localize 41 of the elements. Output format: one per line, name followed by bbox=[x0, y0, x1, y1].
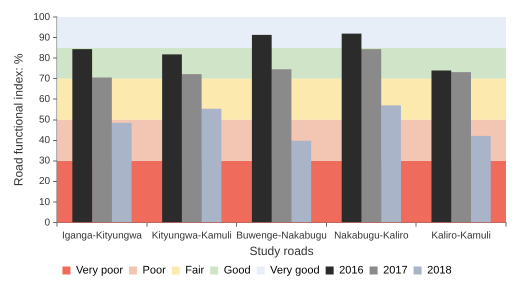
bar bbox=[431, 70, 452, 222]
legend-label: 2018 bbox=[427, 264, 452, 277]
bar bbox=[202, 108, 222, 222]
legend-label: 2016 bbox=[339, 264, 364, 277]
bar bbox=[92, 77, 112, 222]
legend-label: Fair bbox=[185, 264, 205, 277]
bar bbox=[361, 49, 382, 222]
x-tick-label: Nakabugu-Kaliro bbox=[334, 230, 409, 242]
y-tick-label: 100 bbox=[33, 12, 51, 23]
legend-label: Good bbox=[224, 264, 251, 277]
legend-label: 2017 bbox=[383, 264, 408, 277]
y-tick-label: 50 bbox=[38, 114, 51, 126]
bar bbox=[252, 34, 272, 222]
y-tick-label: 60 bbox=[38, 94, 51, 105]
bar bbox=[272, 69, 292, 222]
y-tick-label: 10 bbox=[38, 196, 51, 208]
y-tick-label: 90 bbox=[38, 32, 51, 44]
bar bbox=[182, 74, 202, 222]
bar bbox=[72, 49, 92, 222]
x-tick-label: Kaliro-Kamuli bbox=[431, 230, 491, 242]
x-tick-label: Kityungwa-Kamuli bbox=[152, 230, 232, 242]
y-tick-label: 20 bbox=[38, 176, 51, 188]
legend-label: Very good bbox=[270, 264, 320, 277]
bar bbox=[342, 34, 362, 222]
bar bbox=[291, 140, 312, 222]
bar bbox=[381, 105, 401, 222]
y-tick-label: 30 bbox=[38, 156, 51, 167]
legend-label: Poor bbox=[142, 264, 166, 277]
y-axis-title: Road functional index: % bbox=[12, 53, 26, 186]
bar bbox=[162, 54, 182, 222]
y-tick-label: 70 bbox=[38, 73, 51, 84]
bar bbox=[470, 136, 491, 222]
y-tick-label: 40 bbox=[38, 135, 51, 146]
y-tick-label: 0 bbox=[44, 217, 51, 228]
x-tick-label: Iganga-Kityungwa bbox=[62, 230, 142, 242]
legend-label: Very poor bbox=[76, 264, 124, 277]
bar bbox=[112, 122, 132, 222]
x-tick-label: Buwenge-Nakabugu bbox=[236, 230, 327, 242]
y-tick-label: 80 bbox=[38, 52, 51, 64]
x-axis-title: Study roads bbox=[250, 244, 314, 258]
bar bbox=[451, 72, 471, 222]
